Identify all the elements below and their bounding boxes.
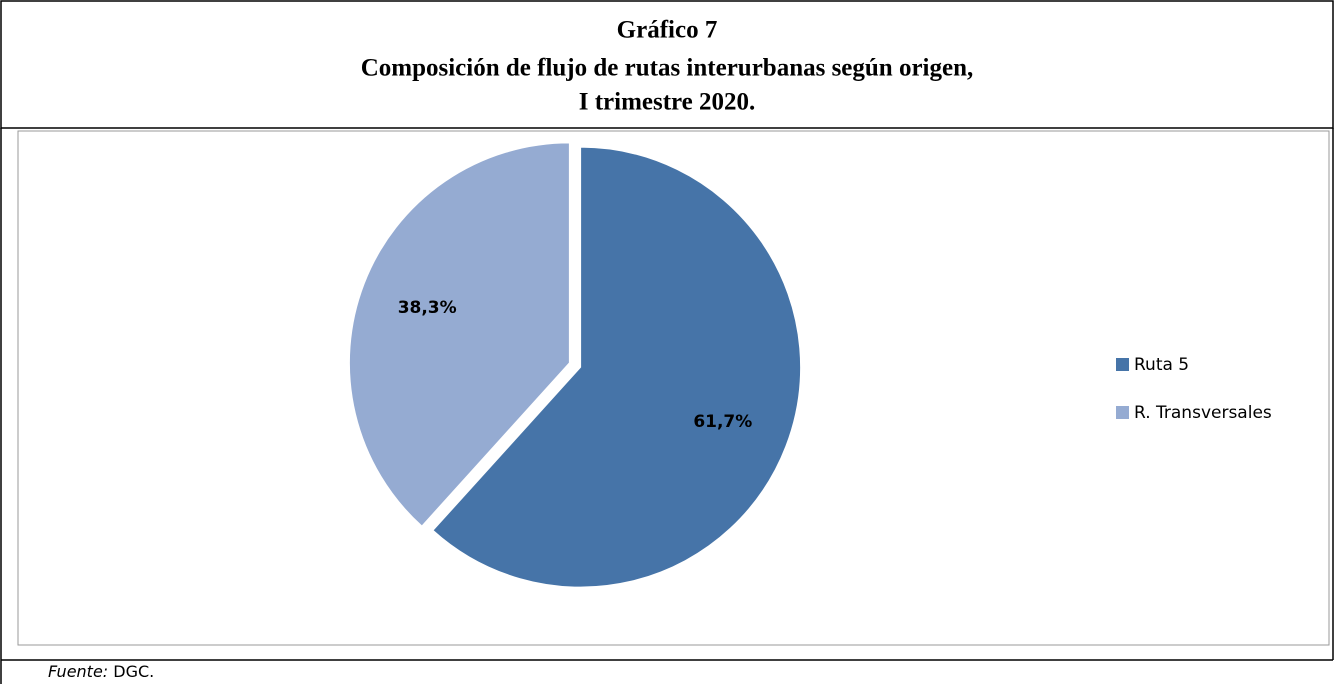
legend-swatch bbox=[1116, 406, 1129, 419]
chart-title: Composición de flujo de rutas interurban… bbox=[361, 55, 974, 82]
title-frame bbox=[0, 0, 1334, 129]
chart-title: I trimestre 2020. bbox=[579, 89, 756, 116]
data-label: 38,3% bbox=[398, 298, 457, 318]
legend-label: Ruta 5 bbox=[1134, 355, 1189, 375]
chart-area bbox=[17, 130, 1330, 646]
source: Fuente: DGC. bbox=[48, 662, 154, 681]
data-label: 61,7% bbox=[693, 412, 752, 432]
pie-slice bbox=[432, 146, 802, 588]
legend-swatch bbox=[1116, 358, 1129, 371]
legend-label: R. Transversales bbox=[1134, 403, 1272, 423]
pie-slice bbox=[348, 142, 570, 527]
chart-title: Gráfico 7 bbox=[617, 17, 718, 44]
source-text: DGC. bbox=[113, 662, 154, 681]
source-label: Fuente: bbox=[48, 662, 108, 681]
